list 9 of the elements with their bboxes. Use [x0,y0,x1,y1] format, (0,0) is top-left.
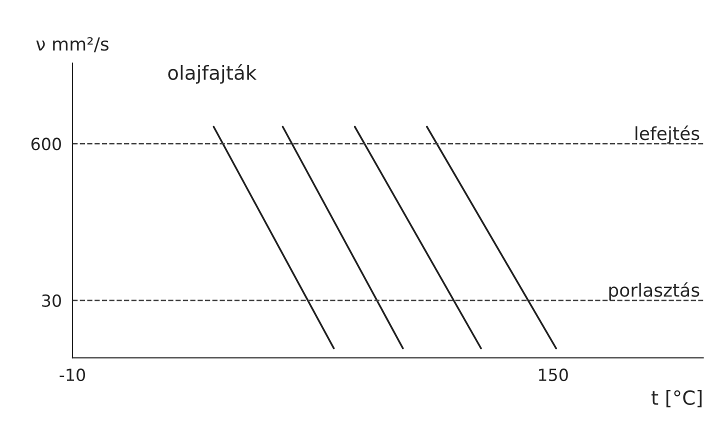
ref-line-label: porlasztás [609,282,700,300]
x-tick-label: -10 [60,368,86,382]
annotation: olajfajták [168,64,257,84]
y-axis-title: ν mm²/s [36,37,108,52]
x-tick-label: 150 [538,368,568,382]
ref-line-label: lefejtés [636,126,700,144]
y-tick-label: 600 [31,138,61,150]
x-axis-title: t [°C] [651,390,702,408]
y-tick-label: 30 [42,294,61,307]
